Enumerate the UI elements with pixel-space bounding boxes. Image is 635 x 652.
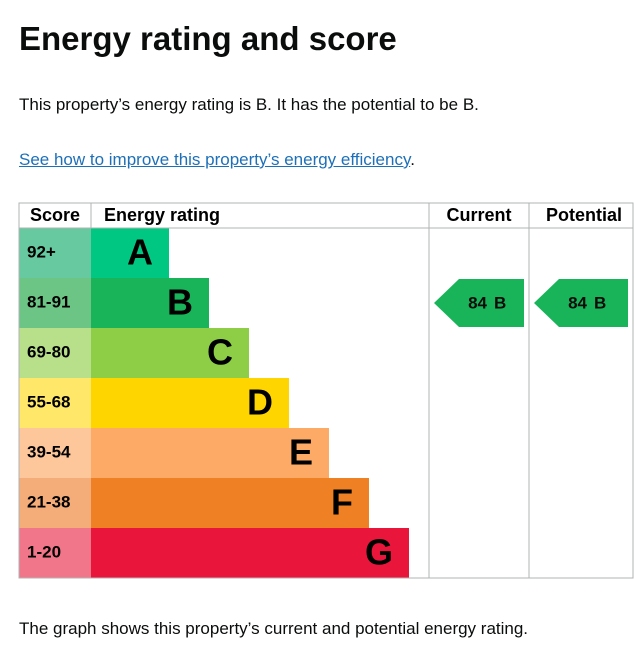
- score-label: 92+: [27, 242, 56, 261]
- score-cell: [19, 478, 91, 528]
- improve-link[interactable]: See how to improve this property’s energ…: [19, 150, 411, 169]
- potential-arrow: 84 B: [534, 279, 628, 327]
- score-cell: [19, 278, 91, 328]
- rating-letter: D: [247, 382, 273, 423]
- current-arrow: 84 B: [434, 279, 524, 327]
- score-cell: [19, 228, 91, 278]
- rating-letter: B: [167, 282, 193, 323]
- score-cell: [19, 328, 91, 378]
- link-suffix: .: [410, 150, 415, 169]
- arrow-letter: B: [594, 293, 606, 312]
- rating-bar: [91, 428, 329, 478]
- arrow-shape: [534, 279, 628, 327]
- score-label: 55-68: [27, 392, 70, 411]
- title: Energy rating and score: [19, 20, 397, 57]
- column-header: Potential: [546, 205, 622, 225]
- rating-table: Score Energy rating Current Potential 92+ A 81…: [18, 202, 634, 579]
- rating-letter: G: [365, 532, 393, 573]
- rating-letter: F: [331, 482, 353, 523]
- footer: The graph shows this property’s current …: [19, 619, 529, 638]
- rating-bar: [91, 228, 169, 278]
- score-label: 39-54: [27, 442, 71, 461]
- link-line: See how to improve this property’s energ…: [19, 150, 415, 170]
- score-cell: [19, 378, 91, 428]
- column-header: Energy rating: [104, 205, 220, 225]
- arrow-score: 84: [468, 293, 487, 312]
- arrow-shape: [434, 279, 524, 327]
- rating-bar: [91, 378, 289, 428]
- score-label: 81-91: [27, 292, 70, 311]
- rating-letter: E: [289, 432, 313, 473]
- rating-letter: C: [207, 332, 233, 373]
- rating-letter: A: [127, 232, 153, 273]
- score-label: 21-38: [27, 492, 70, 511]
- arrow-score: 84: [568, 293, 587, 312]
- score-cell: [19, 528, 91, 578]
- rating-bar: [91, 478, 369, 528]
- intro: This property’s energy rating is B. It h…: [19, 95, 479, 114]
- score-label: 69-80: [27, 342, 70, 361]
- rating-bar: [91, 278, 209, 328]
- arrow-letter: B: [494, 293, 506, 312]
- column-header: Current: [446, 205, 511, 225]
- score-cell: [19, 428, 91, 478]
- rating-bar: [91, 528, 409, 578]
- rating-bar: [91, 328, 249, 378]
- column-header: Score: [30, 205, 80, 225]
- score-label: 1-20: [27, 542, 61, 561]
- table-border: [18, 202, 634, 579]
